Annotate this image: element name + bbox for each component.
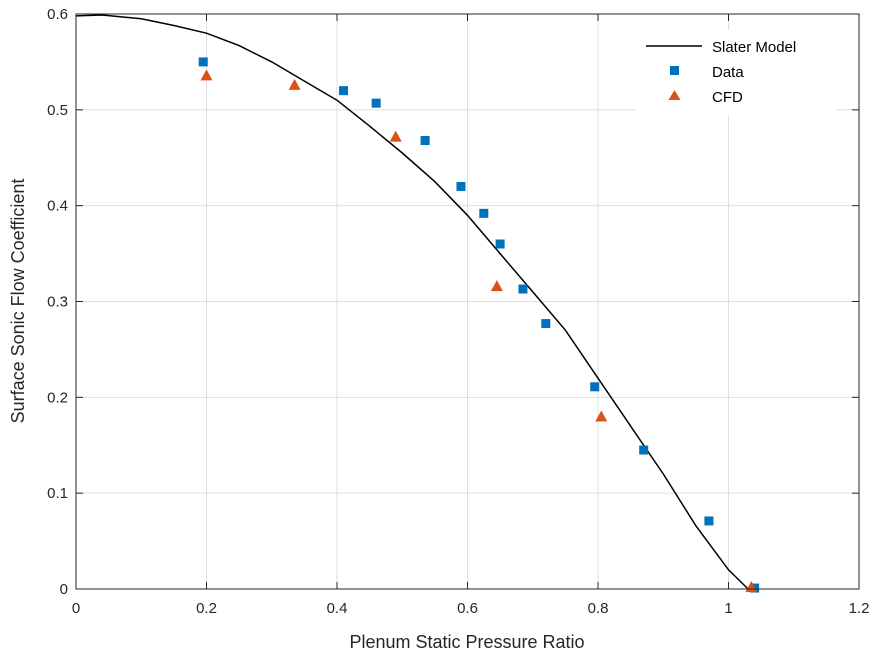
y-tick-label: 0.5	[47, 102, 68, 119]
data-point-data	[479, 208, 489, 218]
x-tick-label: 1.2	[849, 600, 870, 617]
legend-box	[636, 30, 836, 116]
legend-label-data: Data	[712, 64, 744, 81]
tick-layer: 0 0.2 0.4 0.6 0.8 1 1.2 0 0.1 0.2 0.3 0.4 0.5 0.6	[47, 6, 869, 617]
x-tick-label: 0	[72, 600, 80, 617]
data-point-data	[518, 284, 528, 294]
data-point-data	[371, 98, 381, 108]
legend: Slater Model Data CFD	[636, 30, 836, 116]
x-axis-label: Plenum Static Pressure Ratio	[349, 632, 584, 652]
data-point-data	[590, 382, 600, 392]
y-tick-label: 0	[60, 581, 68, 598]
series-layer	[75, 14, 760, 593]
data-point-data	[339, 86, 349, 96]
data-point-cfd	[389, 130, 402, 142]
x-tick-label: 0.4	[327, 600, 348, 617]
legend-label-slater-model: Slater Model	[712, 39, 796, 56]
data-point-cfd	[288, 78, 301, 90]
data-point-data	[420, 136, 430, 145]
data-point-cfd	[595, 410, 608, 422]
data-point-data	[495, 239, 505, 249]
legend-marker-data	[670, 66, 679, 75]
y-axis-label: Surface Sonic Flow Coefficient	[8, 179, 28, 424]
data-point-cfd	[200, 69, 213, 81]
data-point-data	[198, 57, 208, 67]
x-tick-label: 0.2	[196, 600, 217, 617]
data-point-data	[456, 182, 466, 191]
y-tick-label: 0.6	[47, 6, 68, 23]
x-tick-label: 1	[724, 600, 732, 617]
data-point-data	[639, 445, 649, 455]
data-point-data	[704, 516, 714, 526]
data-point-data	[541, 319, 551, 329]
legend-marker-cfd	[668, 90, 681, 100]
x-tick-label: 0.6	[457, 600, 478, 617]
y-tick-label: 0.2	[47, 389, 68, 406]
y-tick-label: 0.3	[47, 294, 68, 311]
data-point-cfd	[490, 280, 503, 292]
x-tick-label: 0.8	[588, 600, 609, 617]
y-tick-label: 0.1	[47, 485, 68, 502]
legend-label-cfd: CFD	[712, 89, 743, 106]
y-tick-label: 0.4	[47, 198, 68, 215]
